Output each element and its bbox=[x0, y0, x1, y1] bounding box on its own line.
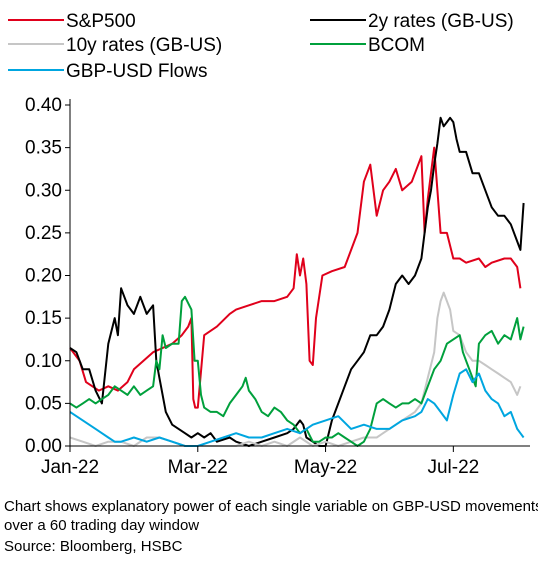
series-line-gbp-usd-flows bbox=[69, 368, 525, 447]
legend-label-10y-rates-gb-us: 10y rates (GB-US) bbox=[66, 35, 222, 56]
x-tick-label: Jan-22 bbox=[41, 457, 99, 478]
y-tick-label: 0.40 bbox=[25, 95, 62, 116]
legend: S&P500 2y rates (GB-US) 10y rates (GB-US) B… bbox=[8, 11, 514, 82]
series-layer bbox=[69, 116, 525, 447]
series-line-bcom bbox=[69, 295, 525, 447]
y-tick-label: 0.00 bbox=[25, 436, 62, 457]
series-line-2y-rates-gb-us bbox=[69, 116, 525, 447]
chart: S&P500 2y rates (GB-US) 10y rates (GB-US) B… bbox=[8, 11, 530, 478]
caption-line-1: Chart shows explanatory power of each si… bbox=[4, 498, 538, 515]
y-tick-label: 0.05 bbox=[25, 393, 62, 414]
x-tick-label: Jul-22 bbox=[427, 457, 479, 478]
axes: 0.00 0.05 0.10 0.15 0.20 0.25 0.30 0.35 0.40 Jan-… bbox=[25, 95, 530, 478]
caption-line-2: over a 60 trading day window bbox=[4, 517, 200, 534]
x-tick-label: May-22 bbox=[294, 457, 357, 478]
legend-label-gbp-usd-flows: GBP-USD Flows bbox=[66, 61, 207, 82]
y-tick-label: 0.20 bbox=[25, 266, 62, 287]
x-tick-label: Mar-22 bbox=[168, 457, 228, 478]
source-note: Source: Bloomberg, HSBC bbox=[4, 538, 183, 555]
legend-label-2y-rates-gb-us: 2y rates (GB-US) bbox=[368, 11, 514, 32]
y-tick-label: 0.25 bbox=[25, 223, 62, 244]
legend-label-bcom: BCOM bbox=[368, 35, 425, 56]
legend-label-s-p500: S&P500 bbox=[66, 11, 136, 32]
y-tick-label: 0.15 bbox=[25, 308, 62, 329]
y-tick-label: 0.35 bbox=[25, 138, 62, 159]
series-line-10y-rates-gb-us bbox=[69, 291, 522, 447]
y-tick-label: 0.30 bbox=[25, 180, 62, 201]
series-line-s-p500 bbox=[69, 146, 522, 409]
y-tick-label: 0.10 bbox=[25, 351, 62, 372]
